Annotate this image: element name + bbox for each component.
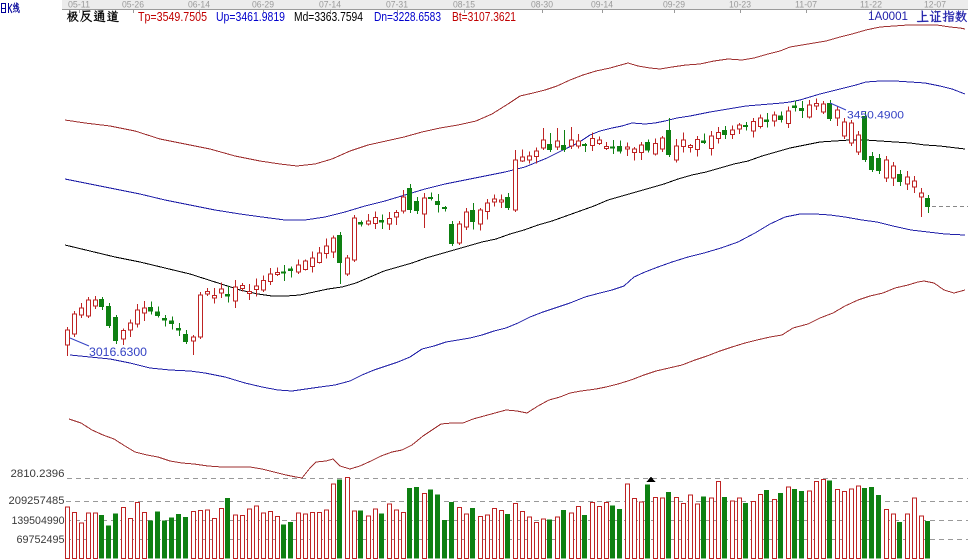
svg-text:Tp=3549.7505: Tp=3549.7505 (138, 9, 207, 24)
svg-text:09-14: 09-14 (591, 0, 613, 10)
svg-text:Dn=3228.6583: Dn=3228.6583 (374, 9, 441, 24)
svg-text:Up=3461.9819: Up=3461.9819 (216, 9, 285, 24)
svg-text:05-26: 05-26 (122, 0, 144, 10)
svg-text:06-29: 06-29 (252, 0, 274, 10)
svg-text:Md=3363.7594: Md=3363.7594 (294, 9, 363, 24)
svg-text:10-23: 10-23 (729, 0, 751, 10)
svg-text:2810.2396: 2810.2396 (11, 468, 65, 480)
svg-text:08-30: 08-30 (531, 0, 553, 10)
svg-text:08-15: 08-15 (453, 0, 475, 10)
svg-text:209257485: 209257485 (9, 495, 65, 507)
svg-text:3450.4900: 3450.4900 (847, 110, 904, 122)
svg-text:11-07: 11-07 (795, 0, 817, 10)
svg-text:07-31: 07-31 (386, 0, 408, 10)
svg-text:11-22: 11-22 (860, 0, 882, 10)
svg-text:06-14: 06-14 (188, 0, 210, 10)
svg-text:3016.6300: 3016.6300 (89, 345, 147, 359)
svg-text:07-14: 07-14 (319, 0, 341, 10)
svg-text:09-29: 09-29 (663, 0, 685, 10)
svg-text:139504990: 139504990 (12, 515, 65, 527)
svg-text:05-11: 05-11 (68, 0, 90, 10)
svg-text:1A0001: 1A0001 (868, 9, 908, 23)
svg-text:Bt=3107.3621: Bt=3107.3621 (452, 9, 516, 24)
svg-text:12-07: 12-07 (924, 0, 946, 10)
svg-text:69752495: 69752495 (17, 534, 65, 546)
